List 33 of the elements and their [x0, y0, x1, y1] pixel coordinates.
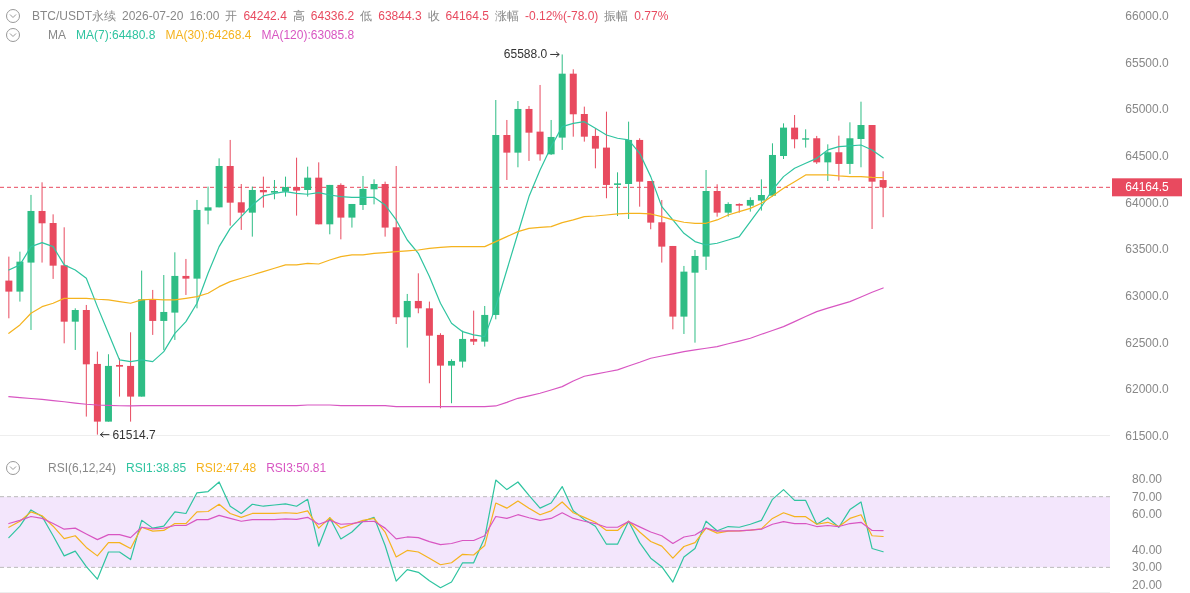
annotation: 65588.0: [503, 47, 548, 62]
y-tick-label: 65000.0: [1125, 102, 1170, 117]
text: RSI3:50.81: [266, 461, 327, 475]
y-tick-label: 60.00: [1131, 507, 1163, 522]
y-tick-label: 63500.0: [1125, 242, 1170, 257]
y-tick-label: 61500.0: [1125, 429, 1170, 443]
line-series: [8, 287, 884, 408]
text: MA(120):63085.8: [261, 28, 355, 42]
y-tick-label: 70.00: [1131, 489, 1163, 504]
chart-title: BTC/USDT永续 2026-07-20 16:00 开 64242.4 高 64336.2 低 63844.3 收 64164.5 涨幅 -0.12%(-78.0) 振幅 0.77%: [32, 9, 669, 23]
y-tick-label: 66000.0: [1125, 9, 1170, 23]
legend-title: RSI(6,12,24): [48, 461, 117, 475]
annotation: 61514.7: [112, 427, 157, 442]
text: MA(30):64268.4: [165, 28, 252, 42]
line-series: [8, 174, 884, 334]
series-label: RSI1:38.85: [126, 461, 187, 475]
y-tick-label: 64000.0: [1125, 195, 1170, 210]
y-tick-label: 40.00: [1131, 542, 1163, 557]
line-series: [8, 479, 884, 589]
y-tick-label: 80.00: [1131, 472, 1163, 486]
line-series: [8, 500, 884, 566]
line-series: [8, 512, 884, 546]
text: RSI2:47.48: [196, 461, 257, 475]
y-tick-label: 64500.0: [1125, 149, 1170, 163]
y-tick-label: 62000.0: [1125, 382, 1170, 397]
y-tick-label: 62500.0: [1125, 335, 1170, 350]
y-tick-label: 65500.0: [1125, 55, 1170, 70]
y-tick-label: 63000.0: [1125, 289, 1170, 303]
y-tick-label: 30.00: [1131, 560, 1163, 575]
text: MA(7):64480.8: [76, 28, 156, 42]
legend-title: MA: [48, 28, 66, 42]
y-tick-label: 20.00: [1131, 578, 1163, 593]
ref-line-label: 64164.5: [1125, 180, 1170, 195]
